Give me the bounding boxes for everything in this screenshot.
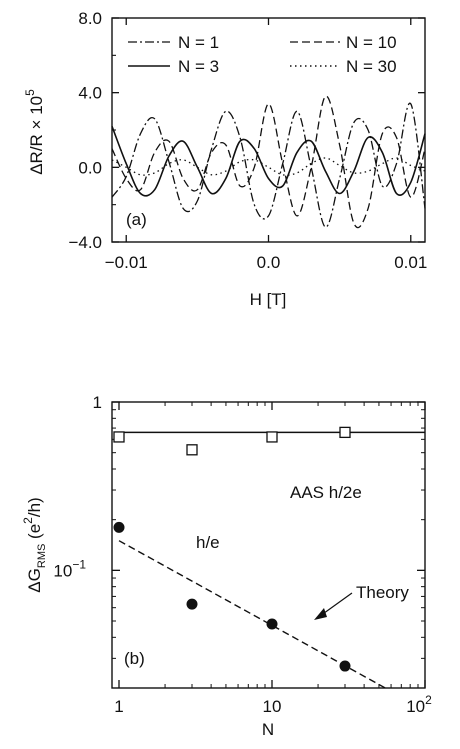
series-line-n3 bbox=[111, 126, 426, 197]
x-axis-label-a: H [T] bbox=[250, 290, 287, 309]
x-tick-label-b-exp: 2 bbox=[425, 693, 432, 707]
y-tick-label-b: 1 bbox=[93, 393, 102, 412]
y-tick-label-a: 4.0 bbox=[78, 84, 102, 103]
legend-label-n30: N = 30 bbox=[346, 57, 397, 76]
aas-square-point bbox=[113, 431, 125, 443]
legend-label-n10: N = 10 bbox=[346, 33, 397, 52]
legend-a: N = 1 N = 10 N = 3 N = 30 bbox=[128, 33, 397, 76]
y-axis-label-a: ΔR/R × 105 bbox=[23, 89, 46, 175]
annotation-he: h/e bbox=[196, 533, 220, 552]
aas-square-point bbox=[186, 444, 198, 456]
series-line-n30 bbox=[111, 157, 426, 176]
y-axis-label-b-text: ΔGRMS (e2/h) bbox=[21, 497, 48, 592]
curves-a bbox=[111, 95, 426, 229]
y-axis-label-b: ΔGRMS (e2/h) bbox=[21, 497, 48, 592]
he-circle-point bbox=[266, 618, 278, 630]
marks-b bbox=[113, 426, 351, 672]
x-tick-label-a: 0.0 bbox=[257, 253, 281, 272]
y-tick-label-b-exp: −1 bbox=[72, 557, 86, 571]
y-tick-label-a: 8.0 bbox=[78, 9, 102, 28]
legend-label-n1: N = 1 bbox=[178, 33, 219, 52]
aas-square-point bbox=[339, 426, 351, 439]
y-tick-label-a: −4.0 bbox=[68, 233, 102, 252]
x-tick-label-b: 10 bbox=[263, 697, 282, 716]
x-tick-label-a: −0.01 bbox=[105, 253, 148, 272]
theory-arrow-head bbox=[314, 608, 327, 620]
x-axis-label-b: N bbox=[262, 720, 274, 739]
panel-a-label: (a) bbox=[126, 210, 147, 229]
series-line-n10 bbox=[111, 95, 426, 229]
series-line-n1 bbox=[111, 102, 426, 228]
panel-a: −0.01 0.0 0.01 −4.0 0.0 4.0 8.0 N = 1 N = 10 N… bbox=[23, 9, 427, 309]
annotation-aas: AAS h/2e bbox=[290, 483, 362, 502]
ticks-b: 1 10 102 1 10−1 bbox=[53, 393, 432, 716]
x-tick-label-b: 102 bbox=[406, 693, 432, 716]
x-tick-label-b: 1 bbox=[114, 697, 123, 716]
legend-label-n3: N = 3 bbox=[178, 57, 219, 76]
he-circle-point bbox=[113, 521, 125, 533]
he-circle-point bbox=[339, 660, 351, 672]
he-circle-point bbox=[186, 598, 198, 610]
aas-square-point bbox=[266, 431, 278, 443]
panel-b-label: (b) bbox=[124, 649, 145, 668]
panel-b: 1 10 102 1 10−1 AAS h/2e h/e Theory (b) N ΔG… bbox=[21, 393, 432, 739]
ticks-a: −0.01 0.0 0.01 −4.0 0.0 4.0 8.0 bbox=[68, 9, 427, 272]
annotation-theory: Theory bbox=[356, 583, 409, 602]
x-tick-label-a: 0.01 bbox=[394, 253, 427, 272]
y-axis-label-a-text: ΔR/R × 105 bbox=[23, 89, 46, 175]
y-tick-label-a: 0.0 bbox=[78, 158, 102, 177]
lines-b bbox=[118, 431, 425, 689]
plot-b-frame bbox=[111, 401, 426, 689]
y-tick-label-b: 10−1 bbox=[53, 557, 86, 580]
